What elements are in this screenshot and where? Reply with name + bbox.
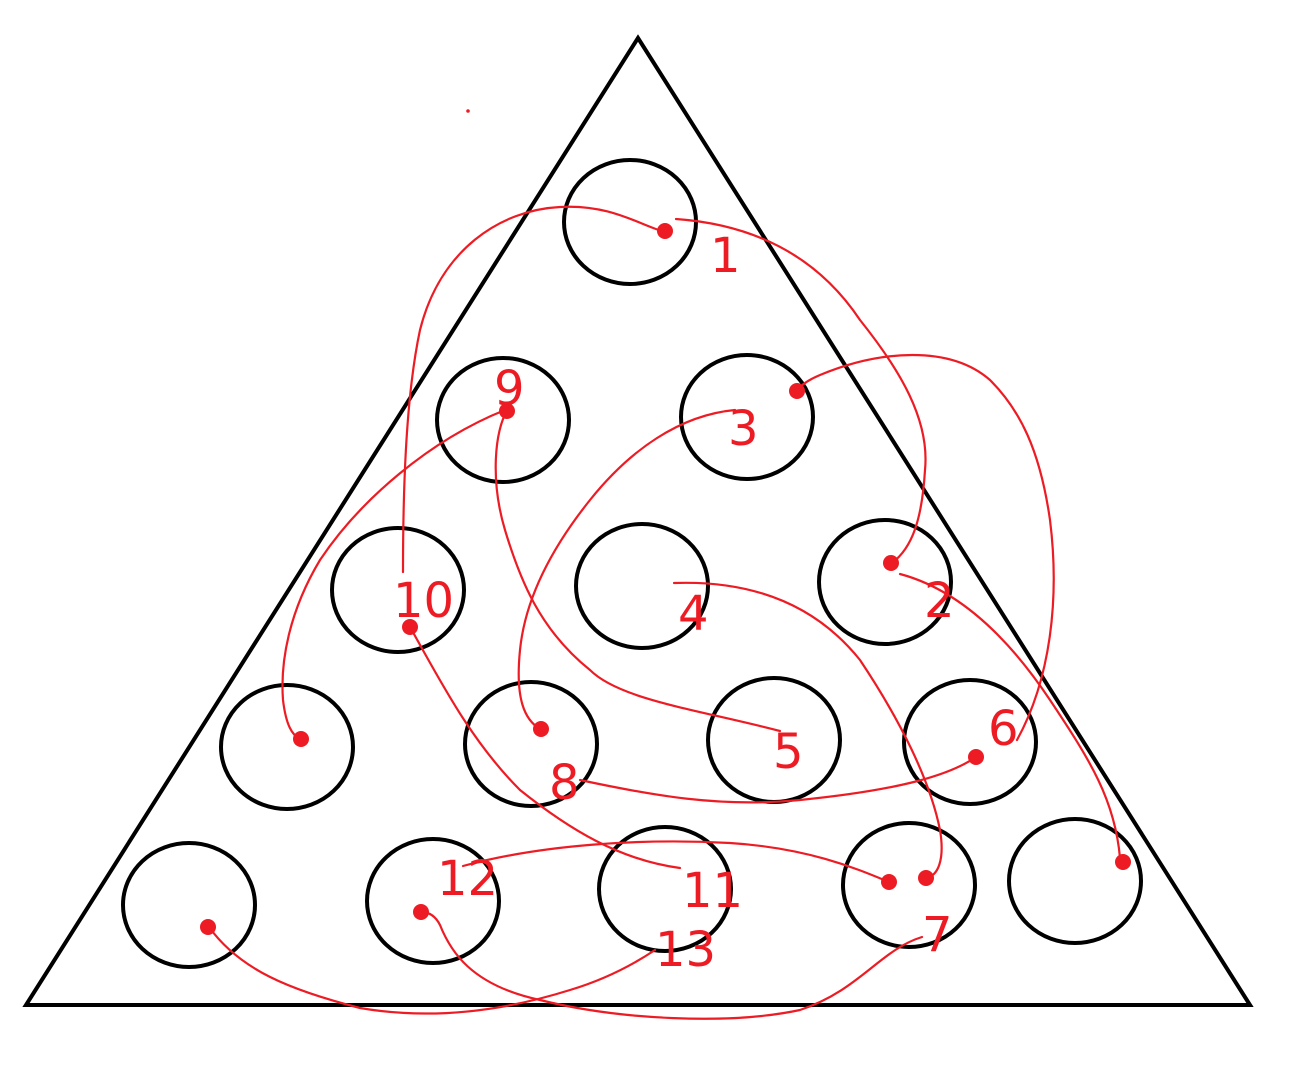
move-label-4: 4 <box>678 586 709 642</box>
hole-2 <box>435 356 571 484</box>
move-path-3 <box>517 408 737 731</box>
move-path-6 <box>795 353 1055 742</box>
move-labels: 1 2 3 4 5 6 7 8 9 10 11 12 13 <box>393 228 1019 978</box>
hole-8 <box>463 680 599 808</box>
move-3-end-dot <box>533 721 549 737</box>
move-label-8: 8 <box>549 755 580 811</box>
hole-7 <box>219 683 355 811</box>
hole-11 <box>121 841 257 969</box>
move-label-11: 11 <box>682 863 743 919</box>
move-1-start-dot <box>657 223 673 239</box>
move-label-6: 6 <box>988 701 1019 757</box>
move-6-end-dot <box>789 383 805 399</box>
move-7-end-dot <box>413 904 429 920</box>
move-12-end-dot <box>881 874 897 890</box>
move-label-7: 7 <box>922 907 953 963</box>
move-path-7 <box>419 910 924 1020</box>
move-label-10: 10 <box>393 573 454 629</box>
hole-12 <box>365 837 501 965</box>
move-8-start-dot <box>968 749 984 765</box>
move-9-end-dot <box>293 731 309 747</box>
hole-13 <box>597 825 733 953</box>
move-label-2: 2 <box>924 573 955 629</box>
hole-14 <box>841 821 977 949</box>
move-label-9: 9 <box>494 361 525 417</box>
move-label-5: 5 <box>773 724 804 780</box>
hole-1 <box>562 158 698 286</box>
move-label-12: 12 <box>437 851 498 907</box>
hole-3 <box>679 353 815 481</box>
move-11-start-dot <box>402 619 418 635</box>
move-path-2 <box>898 572 1122 860</box>
hole-10 <box>902 678 1038 806</box>
move-path-5 <box>494 409 782 733</box>
move-label-3: 3 <box>728 401 759 457</box>
hole-15 <box>1007 817 1143 945</box>
move-path-13 <box>207 925 657 1015</box>
board-triangle <box>22 34 1254 1007</box>
move-13-start-dot <box>200 919 216 935</box>
move-path-4 <box>672 581 943 880</box>
move-label-13: 13 <box>655 922 716 978</box>
move-path-12 <box>461 840 891 884</box>
move-4-end-dot <box>918 870 934 886</box>
stray-dot <box>466 109 470 113</box>
move-path-11 <box>408 625 682 870</box>
move-path-1 <box>674 217 927 565</box>
hole-6 <box>817 518 953 646</box>
move-1-end-dot <box>883 555 899 571</box>
move-path-10 <box>401 205 664 574</box>
move-5-end-dot <box>499 403 515 419</box>
hole-4 <box>330 526 466 654</box>
holes <box>121 158 1143 969</box>
move-paths <box>200 109 1131 1020</box>
move-2-end-dot <box>1115 854 1131 870</box>
hole-5 <box>574 522 710 650</box>
move-path-8 <box>578 755 978 804</box>
move-path-9 <box>281 408 507 741</box>
move-label-1: 1 <box>710 228 741 284</box>
